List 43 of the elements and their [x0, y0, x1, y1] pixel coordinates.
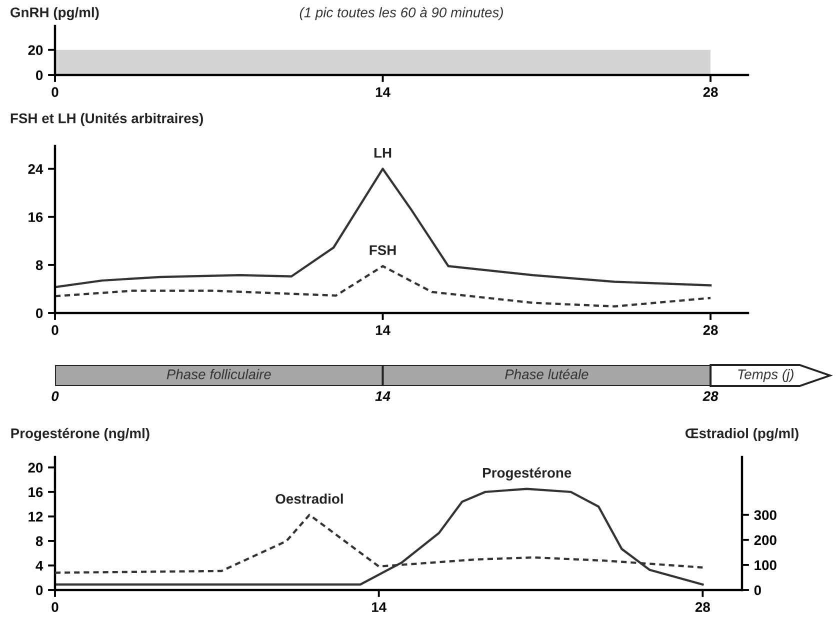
x-tick-label: 14 — [376, 87, 390, 97]
series-label: Oestradiol — [276, 494, 343, 504]
y2-axis-title: Œstradiol (pg/ml) — [685, 428, 798, 442]
y2-tick-label: 300 — [754, 510, 776, 520]
x-tick-label: 14 — [376, 325, 390, 335]
series-label: LH — [374, 148, 392, 158]
x-tick-label: 14 — [375, 391, 390, 401]
y-tick-label: 20 — [28, 45, 43, 56]
line-series — [55, 168, 712, 288]
y-tick-label: 4 — [36, 560, 44, 571]
x-tick-label: 14 — [372, 602, 386, 612]
line-series — [55, 265, 712, 308]
y2-tick-label: 100 — [754, 560, 776, 570]
series-label: Progestérone — [483, 467, 572, 481]
y-tick-label: 0 — [36, 585, 43, 596]
text: (1 pic toutes les 60 à 90 minutes) — [300, 7, 503, 20]
data-label: Phase folliculaire — [166, 369, 271, 380]
x-tick-label: 0 — [52, 87, 58, 98]
y-tick-label: 20 — [28, 462, 43, 473]
line-series — [55, 488, 704, 586]
y-tick-label: 8 — [36, 260, 43, 270]
y-axis-title: FSH et LH (Unités arbitraires) — [10, 112, 203, 126]
x-tick-label: 28 — [702, 391, 718, 402]
y-axis-title: Progestérone (ng/ml) — [11, 428, 150, 442]
x-tick-label: 28 — [703, 87, 718, 98]
y2-tick-label: 200 — [754, 535, 776, 546]
series-label: FSH — [370, 245, 396, 256]
x-tick-label: 28 — [695, 602, 710, 612]
x-tick-label: 28 — [703, 325, 718, 336]
y-axis-title: GnRH (pg/ml) — [10, 7, 99, 20]
y-tick-label: 24 — [28, 164, 44, 174]
y-tick-label: 12 — [28, 512, 43, 522]
y-tick-label: 16 — [28, 212, 43, 222]
y-tick-label: 0 — [36, 308, 43, 318]
x-tick-label: 0 — [52, 602, 58, 612]
x-tick-label: 0 — [52, 391, 59, 402]
y-tick-label: 16 — [28, 487, 43, 498]
annotation: Temps (j) — [738, 369, 794, 382]
y-tick-label: 0 — [36, 70, 43, 80]
y2-tick-label: 0 — [754, 585, 761, 596]
x-tick-label: 0 — [52, 325, 58, 336]
y-tick-label: 8 — [36, 536, 43, 546]
data-label: Phase lutéale — [505, 368, 588, 380]
